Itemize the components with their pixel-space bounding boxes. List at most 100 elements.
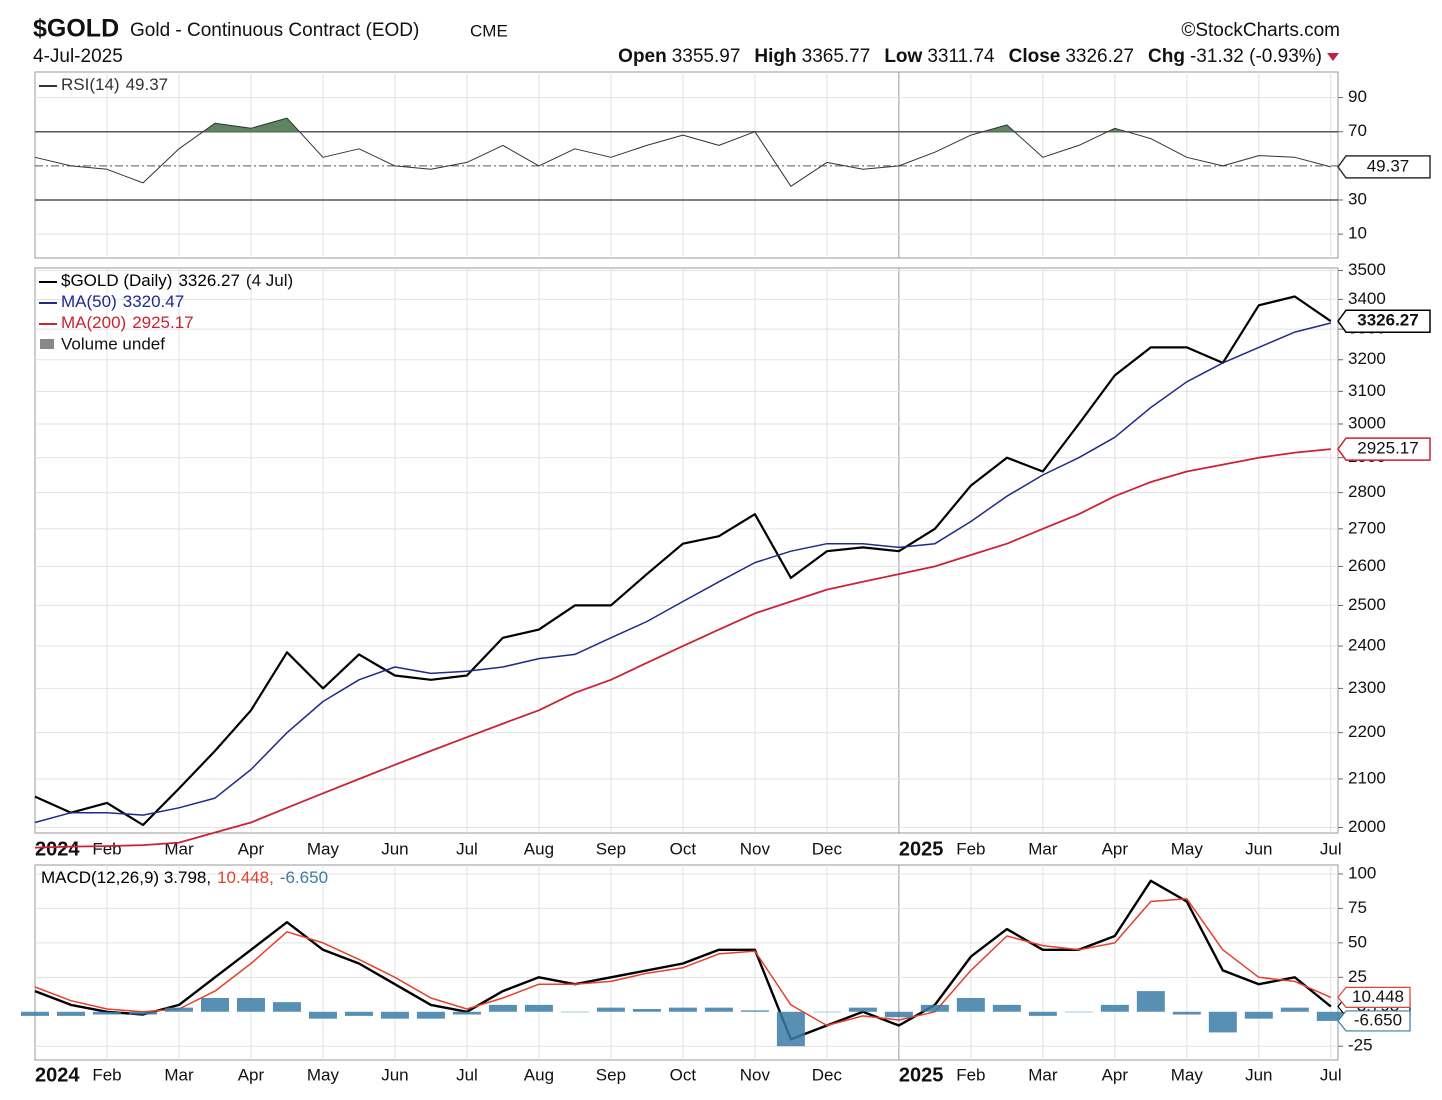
- legend-entry: $GOLD (Daily) 3326.27 (4 Jul): [61, 271, 293, 290]
- y-tick-label: 90: [1348, 87, 1367, 106]
- histogram-bar: [920, 1004, 949, 1012]
- histogram-bar: [1028, 1011, 1057, 1016]
- histogram-bar: [488, 1004, 517, 1012]
- value-box-label: 10.448: [1352, 987, 1404, 1006]
- legend-entry: MA(50) 3320.47: [61, 292, 184, 311]
- quote-label: Close: [1009, 46, 1061, 67]
- x-tick-label: Apr: [238, 1065, 265, 1084]
- quote: Open 3355.97 High 3365.77 Low 3311.74 Close 332…: [618, 46, 1322, 67]
- value-box: [1337, 155, 1431, 179]
- x-tick-label: Jun: [1245, 1065, 1272, 1084]
- value-box-label: -6.650: [1354, 1010, 1402, 1029]
- histogram-bar: [1208, 1011, 1237, 1033]
- panel: [34, 71, 1339, 259]
- histogram-bar: [21, 1011, 49, 1016]
- histogram-bar: [1316, 1011, 1345, 1021]
- legend: MACD(12,26,9) 3.798, 10.448, -6.650: [41, 868, 328, 887]
- exchange: CME: [470, 21, 508, 40]
- histogram-bar: [560, 1011, 589, 1013]
- histogram-bar: [596, 1007, 625, 1012]
- y-tick-label: 2000: [1348, 817, 1386, 836]
- quote-value: 3355.97: [672, 46, 741, 67]
- histogram-bar: [1064, 1011, 1093, 1013]
- x-tick-label: Nov: [740, 839, 771, 858]
- histogram-bar: [956, 997, 985, 1012]
- legend-entry: -6.650: [280, 868, 328, 887]
- x-tick-label: Apr: [1102, 839, 1129, 858]
- value-box: [1337, 309, 1431, 333]
- quote-label: Open: [618, 46, 667, 67]
- quote-label: Chg: [1148, 46, 1185, 67]
- x-tick-label: May: [1171, 839, 1204, 858]
- quote-value: 3326.27: [1065, 46, 1134, 67]
- histogram-bar: [776, 1011, 805, 1047]
- histogram-bar: [344, 1011, 373, 1016]
- histogram-bar: [1244, 1011, 1273, 1019]
- x-tick-label: Apr: [238, 839, 265, 858]
- value-box: [1337, 437, 1431, 461]
- legend-entry: Volume undef: [61, 334, 165, 353]
- histogram-bar: [812, 1011, 841, 1013]
- credit: ©StockCharts.com: [1181, 20, 1340, 41]
- x-tick-label: Feb: [92, 839, 121, 858]
- value-box-label: 3326.27: [1357, 311, 1418, 330]
- y-tick-label: 3400: [1348, 289, 1386, 308]
- histogram-bar: [848, 1007, 877, 1012]
- y-tick-label: 30: [1348, 189, 1367, 208]
- legend-entry: MACD(12,26,9) 3.798,: [41, 868, 211, 887]
- histogram-bar: [56, 1011, 85, 1016]
- x-tick-label: 2025: [899, 838, 944, 860]
- instrument-name: Gold - Continuous Contract (EOD): [130, 20, 419, 41]
- series-line: [34, 295, 1332, 827]
- histogram-bar: [524, 1004, 553, 1012]
- legend-value: 2925.17: [132, 313, 193, 332]
- x-tick-label: Sep: [596, 839, 626, 858]
- quote-value: -31.32 (-0.93%): [1190, 46, 1322, 67]
- histogram-bar: [992, 1004, 1021, 1012]
- histogram-bar: [308, 1011, 337, 1019]
- x-tick-label: May: [1171, 1065, 1204, 1084]
- legend-value: 3326.27: [178, 271, 239, 290]
- overbought-fill: [202, 118, 1127, 132]
- x-tick-label: Mar: [164, 839, 194, 858]
- value-box-label: 49.37: [1367, 156, 1410, 175]
- histogram-bar: [1136, 991, 1165, 1012]
- histogram-bar: [452, 1011, 481, 1015]
- x-tick-label: Jun: [381, 839, 408, 858]
- histogram-bar: [1100, 1004, 1129, 1012]
- y-tick-label: 2200: [1348, 722, 1386, 741]
- histogram-bar: [380, 1011, 409, 1019]
- legend-value: 3320.47: [123, 292, 184, 311]
- quote-value: 3311.74: [927, 46, 995, 67]
- x-tick-label: Aug: [524, 1065, 554, 1084]
- legend-entry: 10.448,: [217, 868, 274, 887]
- y-tick-label: 2800: [1348, 482, 1386, 501]
- y-tick-label: 2100: [1348, 768, 1386, 787]
- y-tick-label: 50: [1348, 932, 1367, 951]
- y-tick-label: 10: [1348, 224, 1367, 243]
- panel: [34, 267, 1339, 834]
- legend-entry: RSI(14) 49.37: [61, 75, 168, 94]
- x-tick-label: Sep: [596, 1065, 626, 1084]
- histogram-bar: [92, 1011, 121, 1015]
- histogram-bar: [1280, 1007, 1309, 1012]
- series-line: [34, 117, 1331, 187]
- histogram-bar: [236, 997, 265, 1012]
- quote-value: 3365.77: [802, 46, 871, 67]
- y-tick-label: 2300: [1348, 678, 1386, 697]
- symbol: $GOLD: [33, 15, 119, 43]
- y-tick-label: 75: [1348, 898, 1367, 917]
- x-tick-label: Nov: [740, 1065, 771, 1084]
- series-line: [34, 448, 1331, 849]
- value-box: [1337, 1010, 1411, 1032]
- series-line: [34, 322, 1331, 824]
- x-tick-label: Feb: [92, 1065, 121, 1084]
- histogram-bar: [164, 1007, 193, 1012]
- histogram-bar: [740, 1010, 769, 1012]
- legend-entry: MA(200) 2925.17: [61, 313, 194, 332]
- y-tick-label: 2400: [1348, 636, 1386, 655]
- histogram-bar: [704, 1007, 733, 1012]
- x-tick-label: Mar: [1028, 1065, 1058, 1084]
- x-tick-label: Dec: [812, 1065, 843, 1084]
